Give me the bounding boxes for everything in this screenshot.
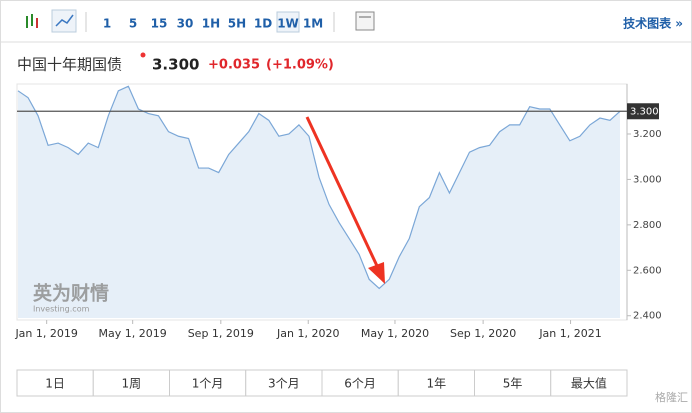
change-pct: (+1.09%): [266, 58, 334, 73]
watermark-brand: 英为财情: [33, 282, 109, 305]
settings-icon[interactable]: [355, 11, 375, 31]
range-button[interactable]: [245, 369, 323, 397]
range-button[interactable]: [16, 369, 94, 397]
range-label: 1周: [122, 377, 142, 391]
interval-button[interactable]: 30: [177, 17, 194, 31]
interval-button[interactable]: 1H: [202, 17, 220, 31]
candle-icon[interactable]: [26, 14, 38, 28]
watermark-corner: 格隆汇: [655, 390, 688, 404]
range-label: 1个月: [192, 377, 224, 391]
range-label: 1日: [45, 377, 65, 391]
interval-button[interactable]: 15: [151, 17, 168, 31]
x-tick-label: Sep 1, 2020: [450, 327, 516, 340]
x-tick-label: Sep 1, 2019: [188, 327, 254, 340]
y-tick-label: 2.400: [633, 311, 662, 322]
x-tick-label: Jan 1, 2019: [14, 327, 77, 340]
range-label: 3个月: [268, 377, 300, 391]
y-tick-label: 2.800: [633, 220, 662, 231]
interval-button[interactable]: 1M: [303, 17, 323, 31]
interval-button[interactable]: 1W: [277, 17, 299, 31]
interval-button[interactable]: 5: [129, 17, 137, 31]
line-icon-glyph: [55, 14, 74, 27]
range-button[interactable]: [397, 369, 475, 397]
price: 3.300: [152, 56, 199, 74]
range-button[interactable]: [474, 369, 552, 397]
x-tick-label: Jan 1, 2020: [276, 327, 339, 340]
range-button[interactable]: [550, 369, 628, 397]
y-tick-label: 2.600: [633, 265, 662, 276]
interval-button[interactable]: 1D: [254, 17, 272, 31]
interval-active: [276, 11, 300, 33]
x-tick-label: May 1, 2020: [361, 327, 429, 340]
y-tick-label: 3.000: [633, 174, 662, 185]
range-label: 5年: [503, 377, 523, 391]
range-label: 1年: [427, 377, 447, 391]
interval-button[interactable]: 1: [103, 17, 111, 31]
y-tick-label: 3.200: [633, 129, 662, 140]
x-tick-label: May 1, 2019: [99, 327, 167, 340]
series-line: [17, 85, 621, 290]
range-label: 最大值: [571, 376, 607, 391]
area-fill: [18, 86, 620, 318]
annotation-arrow: [305, 116, 380, 269]
instrument-name: 中国十年期国债: [17, 56, 122, 74]
interval-button[interactable]: 5H: [228, 17, 246, 31]
annotation-arrowhead: [368, 262, 385, 284]
range-label: 6个月: [344, 377, 376, 391]
change: +0.035: [208, 58, 260, 73]
watermark-site: Investing.com: [33, 305, 90, 314]
x-tick-label: Jan 1, 2021: [538, 327, 601, 340]
current-value-label: 3.300: [630, 106, 659, 117]
current-value-box: [627, 103, 659, 120]
range-button[interactable]: [321, 369, 399, 397]
live-dot: [140, 52, 146, 58]
tech-chart-link[interactable]: 技术图表 »: [623, 16, 683, 31]
range-button[interactable]: [92, 369, 170, 397]
